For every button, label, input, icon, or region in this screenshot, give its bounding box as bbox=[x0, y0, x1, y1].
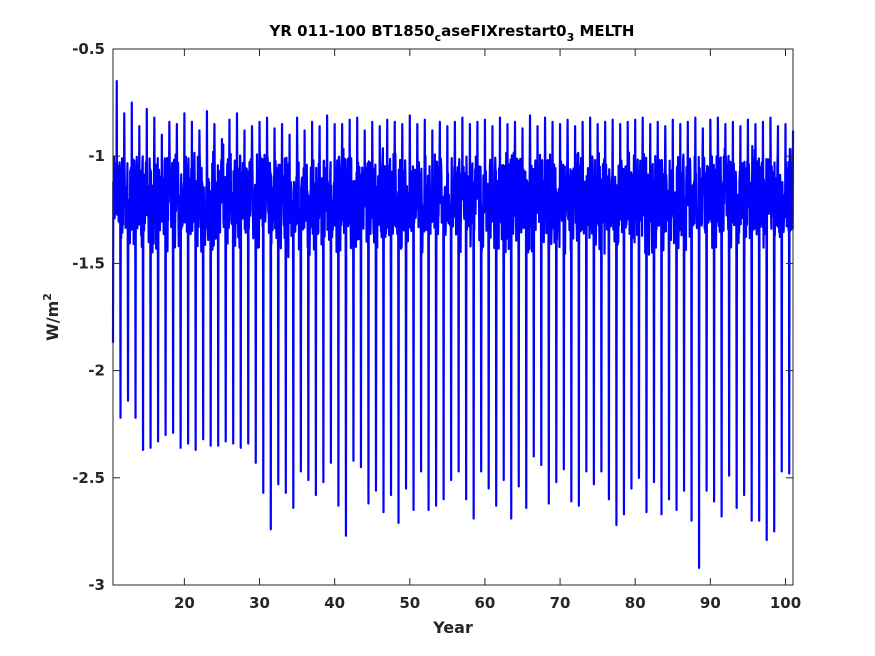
axes-box bbox=[112, 48, 794, 586]
x-axis-ticks: 20 30 40 50 60 70 80 90 100 bbox=[174, 49, 801, 612]
title-sub2: 3 bbox=[567, 31, 575, 44]
y-axis-label-sup: 2 bbox=[41, 293, 54, 301]
x-tick-label: 50 bbox=[399, 594, 420, 612]
y-axis-label-base: W/m bbox=[43, 301, 62, 341]
title-sub1: c bbox=[435, 31, 442, 44]
y-tick-label: -1 bbox=[88, 147, 105, 165]
chart-title: YR 011-100 BT1850caseFIXrestart03 MELTH bbox=[269, 22, 635, 44]
x-tick-label: 80 bbox=[625, 594, 646, 612]
x-tick-label: 40 bbox=[324, 594, 345, 612]
x-tick-label: 30 bbox=[249, 594, 270, 612]
x-tick-label: 60 bbox=[474, 594, 495, 612]
y-axis-label: W/m2 bbox=[41, 293, 62, 341]
series-layer bbox=[111, 80, 795, 569]
title-mid: aseFIXrestart0 bbox=[441, 22, 566, 40]
y-tick-label: -0.5 bbox=[72, 40, 105, 58]
y-tick-label: -3 bbox=[88, 576, 105, 594]
x-tick-label: 100 bbox=[770, 594, 801, 612]
y-axis-ticks: -0.5 -1 -1.5 -2 -2.5 -3 bbox=[72, 40, 793, 594]
y-tick-label: -1.5 bbox=[72, 254, 105, 272]
x-axis-label: Year bbox=[432, 618, 473, 637]
y-tick-label: -2 bbox=[88, 362, 105, 380]
title-main: YR 011-100 BT1850 bbox=[269, 22, 435, 40]
series-line-melth bbox=[111, 80, 795, 569]
title-tail: MELTH bbox=[574, 22, 634, 40]
x-tick-label: 70 bbox=[550, 594, 571, 612]
x-tick-label: 20 bbox=[174, 594, 195, 612]
y-tick-label: -2.5 bbox=[72, 469, 105, 487]
x-tick-label: 90 bbox=[700, 594, 721, 612]
